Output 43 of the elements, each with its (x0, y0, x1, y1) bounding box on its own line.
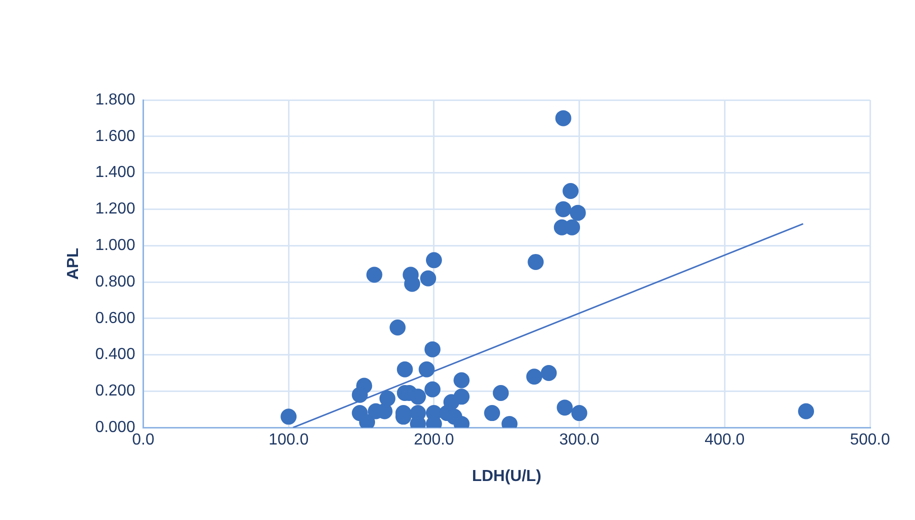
point (352, 386, 368, 403)
point (366, 266, 382, 283)
point (454, 372, 470, 388)
point (571, 405, 588, 422)
y-tick-label: 0.800 (95, 273, 136, 290)
point (528, 254, 544, 270)
point (556, 400, 573, 416)
point (798, 403, 814, 420)
point (418, 361, 435, 378)
point (410, 388, 426, 405)
point (526, 368, 542, 385)
y-tick-label: 1.600 (95, 128, 136, 145)
y-tick-label: 0.400 (95, 346, 136, 364)
point (280, 408, 297, 425)
point (426, 252, 442, 268)
y-tick-label: 0.600 (95, 310, 136, 327)
y-tick-label: 1.200 (95, 200, 136, 218)
x-tick-label: 0.0 (132, 432, 154, 449)
x-tick-label: 400.0 (704, 432, 745, 449)
y-tick-label: 1.000 (95, 237, 136, 254)
point (424, 381, 440, 398)
point (390, 320, 406, 336)
y-axis-title: APL (65, 248, 82, 280)
point (484, 405, 500, 422)
x-tick-label: 100.0 (268, 432, 309, 449)
x-tick-label: 500.0 (850, 432, 890, 449)
x-tick-label: 200.0 (414, 432, 454, 449)
point (540, 365, 557, 381)
point (562, 183, 579, 199)
point (424, 341, 440, 358)
point (420, 270, 436, 286)
y-tick-label: 1.800 (95, 91, 136, 108)
point (396, 361, 413, 378)
point (359, 414, 376, 428)
point (555, 201, 572, 218)
point (570, 204, 586, 221)
x-axis-title: LDH(U/L) (472, 468, 542, 485)
y-tick-label: 1.400 (95, 164, 136, 182)
point (555, 110, 572, 126)
point (379, 390, 396, 406)
point (492, 385, 509, 402)
x-tick-label: 300.0 (559, 432, 600, 449)
y-tick-label: 0.200 (95, 382, 136, 400)
